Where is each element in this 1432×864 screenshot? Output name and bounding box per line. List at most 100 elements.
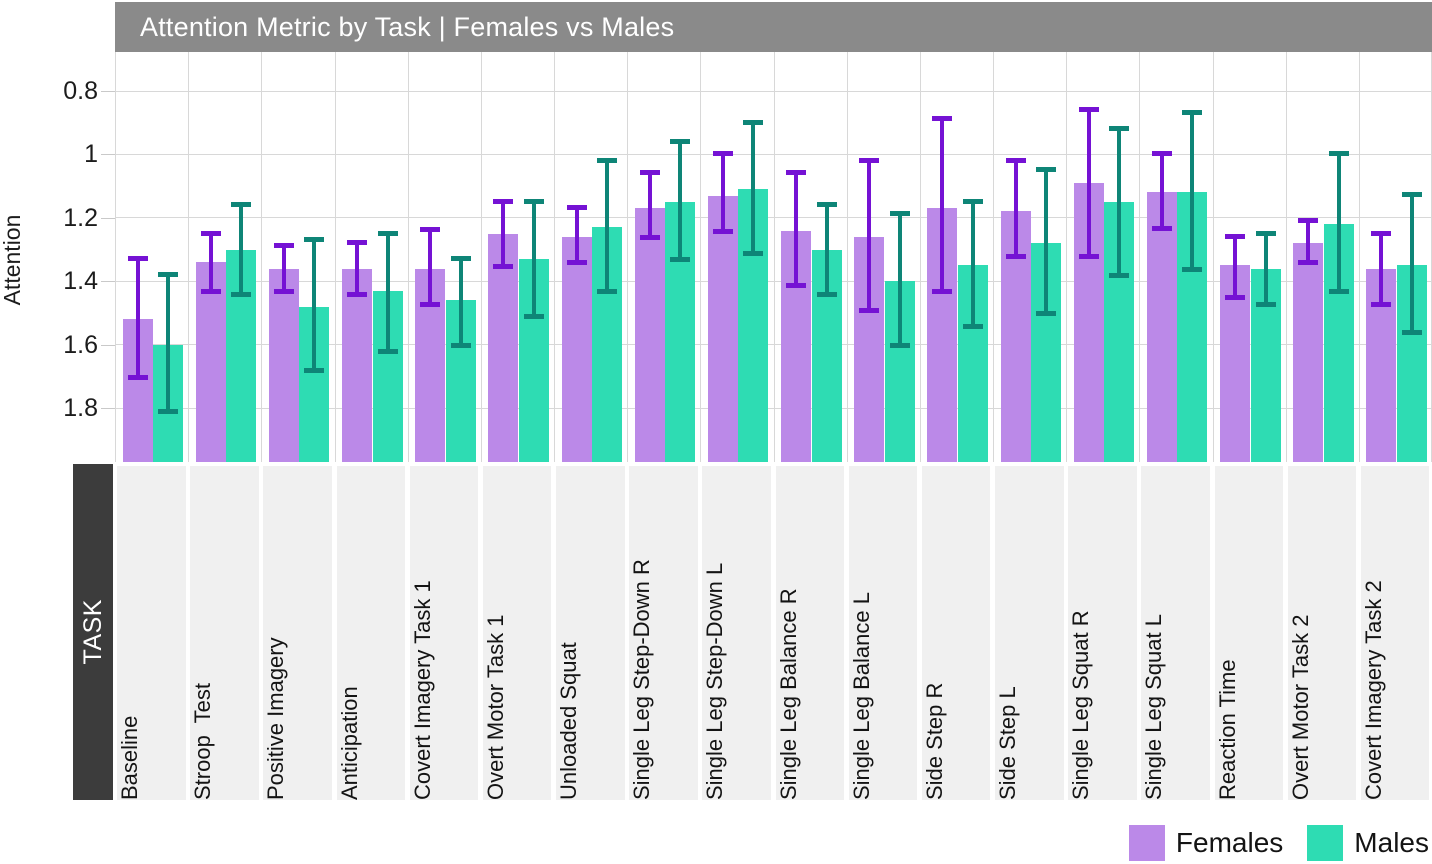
error-bar-male-17: [1336, 151, 1341, 294]
error-cap-top: [450, 255, 471, 261]
error-cap-bottom: [450, 342, 471, 348]
error-bar-male-8: [678, 138, 683, 263]
error-bar-female-12: [940, 116, 945, 294]
error-cap-top: [1151, 151, 1172, 157]
error-bar-female-9: [720, 151, 725, 234]
task-column-2: Stroop Test: [190, 466, 259, 800]
error-cap-top: [743, 119, 764, 125]
error-cap-bottom: [158, 409, 178, 415]
task-label-6: Overt Motor Task 1: [482, 614, 508, 800]
error-cap-bottom: [273, 288, 294, 294]
bar-female-15: [1146, 192, 1177, 462]
error-cap-bottom: [816, 292, 837, 298]
y-tick-mark: [101, 91, 115, 92]
gridline-x: [846, 52, 848, 462]
bar-female-17: [1293, 243, 1324, 462]
task-label-13: Side Step L: [995, 686, 1020, 800]
y-tick-mark: [101, 281, 115, 283]
error-bar-female-1: [135, 255, 140, 380]
error-cap-bottom: [1371, 301, 1392, 307]
error-cap-bottom: [493, 263, 514, 269]
error-bar-female-6: [501, 198, 506, 269]
error-bar-male-6: [531, 198, 536, 320]
y-tick-mark: [101, 217, 115, 219]
error-cap-top: [127, 255, 148, 261]
error-cap-top: [1298, 217, 1319, 223]
error-bar-male-5: [458, 255, 463, 348]
bar-female-8: [634, 208, 665, 462]
gridline-x: [480, 52, 482, 462]
error-cap-bottom: [1109, 273, 1130, 279]
y-tick-mark: [101, 344, 115, 346]
error-bar-male-18: [1409, 192, 1414, 336]
error-cap-top: [231, 201, 252, 207]
error-bar-male-4: [385, 230, 390, 355]
task-column-11: Single Leg Balance L: [848, 466, 918, 800]
task-label-9: Single Leg Step-Down L: [702, 562, 728, 800]
error-cap-bottom: [347, 292, 367, 298]
error-cap-top: [523, 198, 544, 204]
error-cap-top: [273, 243, 294, 249]
task-label-11: Single Leg Balance L: [848, 592, 874, 800]
error-cap-bottom: [670, 257, 691, 263]
bar-female-2: [195, 262, 226, 462]
legend-swatch-males[interactable]: [1307, 825, 1344, 861]
error-bar-female-16: [1233, 233, 1237, 301]
y-tick-label: 1.4: [63, 267, 98, 296]
error-cap-top: [962, 198, 983, 204]
chart-title-bar: Attention Metric by Task | Females vs Ma…: [115, 2, 1432, 52]
error-cap-bottom: [1078, 254, 1099, 260]
gridline-x: [919, 52, 921, 462]
x-axis-header-box: TASK: [73, 464, 113, 800]
error-cap-bottom: [566, 260, 587, 266]
error-cap-top: [493, 198, 514, 204]
legend-swatch-females[interactable]: [1128, 825, 1165, 861]
gridline-x: [1358, 52, 1360, 462]
error-cap-bottom: [1255, 301, 1276, 307]
error-bar-female-13: [1013, 157, 1018, 260]
gridline-x: [334, 52, 336, 462]
error-bar-female-7: [574, 205, 579, 266]
task-column-1: Baseline: [117, 466, 186, 800]
error-cap-bottom: [127, 374, 148, 380]
error-bar-male-1: [166, 271, 170, 415]
error-cap-top: [670, 138, 691, 144]
error-cap-bottom: [743, 250, 764, 256]
task-column-9: Single Leg Step-Down L: [702, 466, 771, 800]
error-cap-top: [786, 170, 806, 176]
task-label-16: Reaction Time: [1214, 659, 1240, 800]
error-bar-male-11: [897, 211, 902, 348]
gridline-x: [115, 52, 116, 462]
bar-female-4: [342, 268, 372, 462]
legend-label-males[interactable]: Males: [1354, 827, 1429, 858]
legend-label-females[interactable]: Females: [1175, 827, 1284, 858]
task-label-14: Single Leg Squat R: [1068, 610, 1094, 800]
task-label-10: Single Leg Balance R: [775, 588, 801, 800]
error-bar-female-17: [1306, 217, 1311, 266]
error-cap-top: [566, 205, 587, 211]
error-bar-female-14: [1086, 106, 1091, 260]
error-cap-bottom: [859, 307, 880, 313]
error-bar-female-11: [867, 157, 872, 313]
error-cap-bottom: [1328, 288, 1349, 294]
bar-female-6: [488, 233, 519, 462]
task-label-4: Anticipation: [336, 686, 362, 800]
error-cap-bottom: [1005, 254, 1026, 260]
task-column-8: Single Leg Step-Down R: [629, 466, 698, 800]
error-cap-top: [158, 271, 178, 277]
error-bar-female-3: [281, 243, 286, 294]
error-bar-male-2: [239, 201, 244, 298]
task-label-2: Stroop Test: [190, 683, 216, 800]
error-cap-bottom: [1401, 330, 1422, 336]
task-label-5: Covert Imagery Task 1: [409, 580, 435, 800]
task-column-3: Positive Imagery: [263, 466, 332, 800]
gridline-x: [1212, 52, 1214, 462]
error-cap-top: [1371, 230, 1392, 236]
chart-title: Attention Metric by Task | Females vs Ma…: [140, 11, 675, 42]
error-cap-bottom: [523, 314, 544, 320]
error-cap-bottom: [1151, 225, 1172, 231]
error-cap-top: [597, 157, 617, 163]
task-column-15: Single Leg Squat L: [1141, 466, 1210, 800]
task-label-3: Positive Imagery: [263, 637, 289, 800]
